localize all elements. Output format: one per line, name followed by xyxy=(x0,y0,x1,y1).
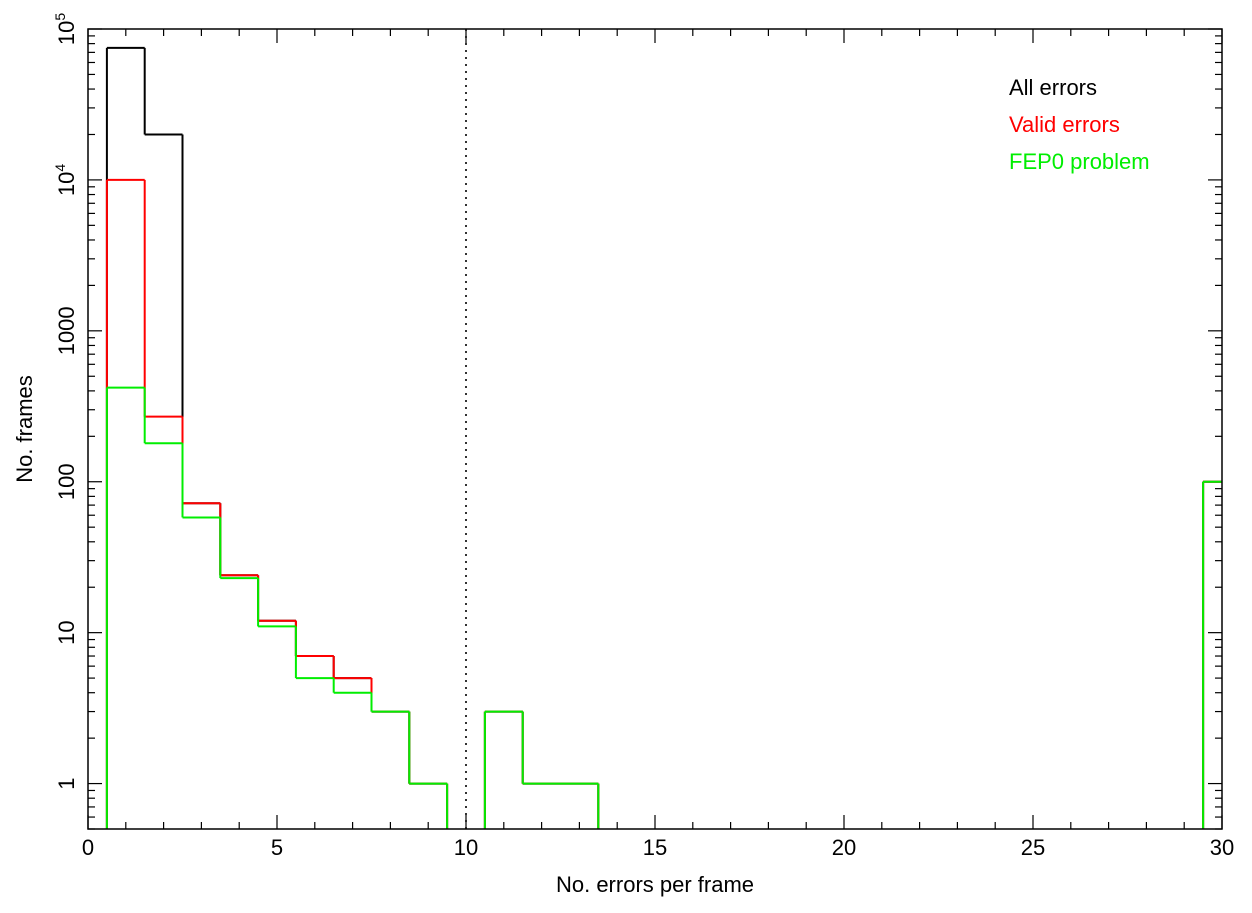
y-tick-label-group: 100 xyxy=(54,463,79,500)
y-tick-label-group: 1000 xyxy=(54,306,79,355)
y-tick-label-group: 10 xyxy=(54,620,79,644)
series-fep0-problem xyxy=(105,386,1222,829)
x-tick-label: 10 xyxy=(454,835,478,860)
x-axis-title: No. errors per frame xyxy=(556,872,754,897)
y-tick-label-group: 1 xyxy=(54,777,79,789)
x-tick-label: 5 xyxy=(271,835,283,860)
x-tick-label: 30 xyxy=(1210,835,1234,860)
series-layer xyxy=(105,46,1222,829)
y-tick-label: 100 xyxy=(54,463,79,500)
legend: All errors Valid errors FEP0 problem xyxy=(1009,75,1150,174)
axis-ticks xyxy=(87,28,1223,830)
y-tick-label-group: 105 xyxy=(52,13,79,45)
x-tick-label: 20 xyxy=(832,835,856,860)
y-tick-label: 104 xyxy=(52,164,79,196)
x-tick-label: 15 xyxy=(643,835,667,860)
x-tick-label: 0 xyxy=(82,835,94,860)
y-axis-title: No. frames xyxy=(12,375,37,483)
y-tick-label: 1 xyxy=(54,777,79,789)
legend-entry: Valid errors xyxy=(1009,112,1120,137)
x-tick-label: 25 xyxy=(1021,835,1045,860)
tick-labels: 0 5 10 15 20 25 30 1 10 100 1000 104 105 xyxy=(52,13,1234,860)
y-tick-label: 1000 xyxy=(54,306,79,355)
legend-entry: FEP0 problem xyxy=(1009,149,1150,174)
y-tick-label: 105 xyxy=(52,13,79,45)
y-tick-label: 10 xyxy=(54,620,79,644)
y-tick-label-group: 104 xyxy=(52,164,79,196)
legend-entry: All errors xyxy=(1009,75,1097,100)
plot-frame xyxy=(87,28,1223,830)
